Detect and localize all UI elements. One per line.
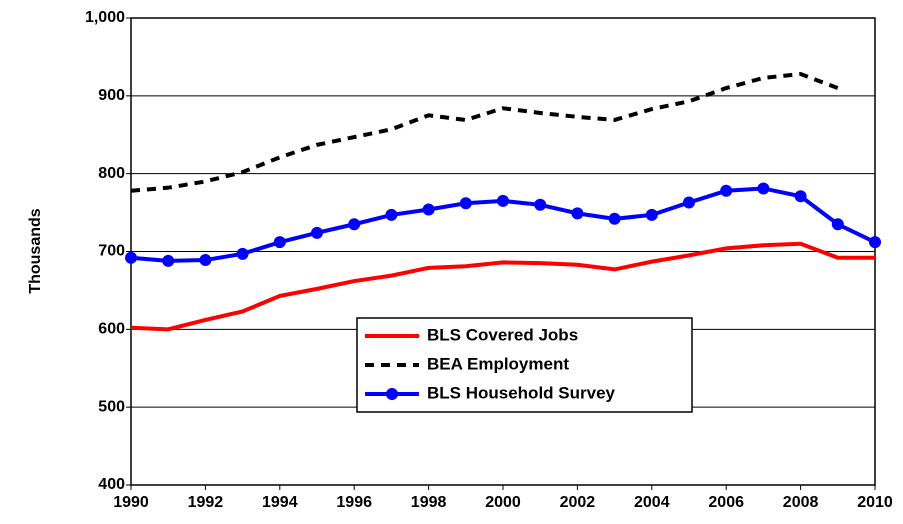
x-tick-label: 2008: [783, 494, 819, 511]
legend-label: BLS Covered Jobs: [427, 325, 578, 344]
data-point: [236, 247, 249, 260]
y-axis-label: Thousands: [27, 208, 44, 293]
x-tick-label: 2010: [857, 494, 893, 511]
x-tick-label: 2000: [485, 494, 521, 511]
x-tick-label: 2004: [634, 494, 670, 511]
data-point: [534, 198, 547, 211]
legend-label: BEA Employment: [427, 354, 569, 373]
y-tick-label: 600: [98, 321, 125, 338]
data-point: [608, 212, 621, 225]
data-point: [869, 236, 881, 249]
y-tick-label: 400: [98, 476, 125, 493]
x-tick-label: 1994: [262, 494, 298, 511]
legend-box: [356, 317, 693, 413]
y-tick-label: 800: [98, 165, 125, 182]
data-point: [385, 208, 398, 221]
x-tick-label: 2002: [560, 494, 596, 511]
data-point: [348, 218, 361, 231]
data-point: [645, 208, 658, 221]
data-point: [794, 190, 807, 203]
legend-marker: [386, 388, 398, 400]
data-point: [720, 184, 733, 197]
plot-frame: [130, 17, 876, 486]
data-point: [273, 236, 286, 249]
series-line: [130, 241, 875, 332]
series-line: [130, 72, 839, 193]
x-tick-label: 2006: [708, 494, 744, 511]
y-tick-label: 1,000: [85, 9, 125, 26]
data-point: [422, 203, 435, 216]
y-tick-label: 700: [98, 243, 125, 260]
data-point: [683, 196, 695, 209]
legend-label: BLS Household Survey: [427, 383, 616, 402]
data-point: [497, 194, 509, 207]
data-point: [162, 254, 175, 267]
data-point: [125, 251, 137, 264]
y-tick-label: 900: [98, 87, 125, 104]
data-point: [757, 182, 770, 195]
data-point: [571, 207, 584, 220]
data-point: [831, 218, 844, 231]
x-tick-label: 1992: [188, 494, 224, 511]
x-tick-label: 1990: [113, 494, 149, 511]
x-tick-label: 1996: [336, 494, 372, 511]
y-tick-label: 500: [98, 398, 125, 415]
x-tick-label: 1998: [411, 494, 447, 511]
data-point: [459, 197, 472, 210]
data-point: [311, 226, 323, 239]
legend: BLS Covered Jobs BEA Employment BLS Househ…: [356, 317, 693, 413]
data-point: [199, 254, 212, 267]
